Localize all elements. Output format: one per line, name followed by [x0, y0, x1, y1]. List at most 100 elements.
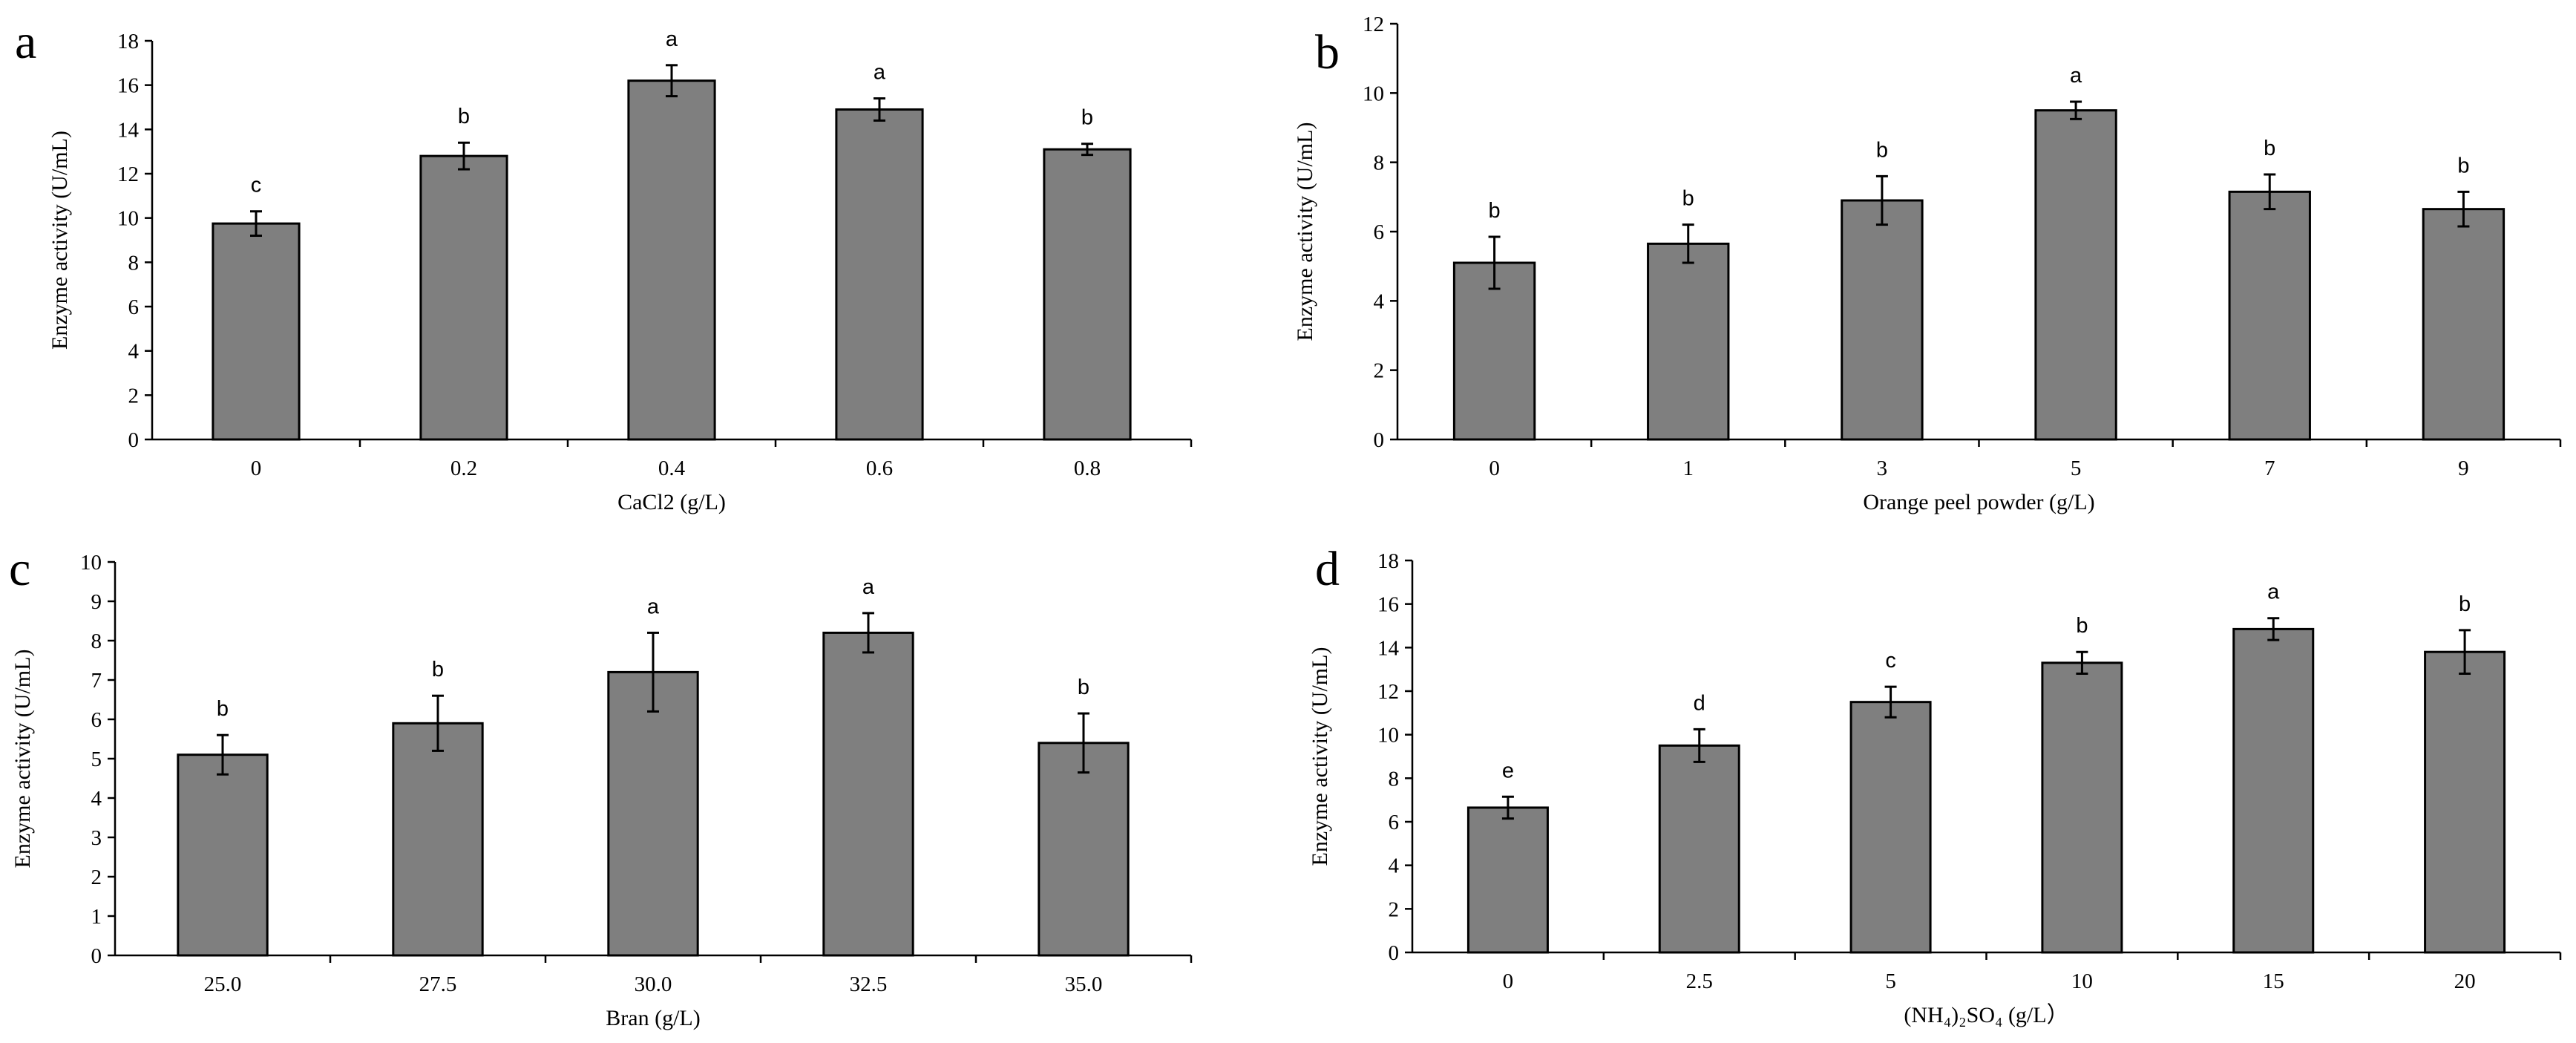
significance-letter: b [432, 658, 444, 681]
bar-c-1 [392, 722, 484, 957]
panel-d: d 0 2 4 6 8 10 12 14 16 18 e 0 d 2.5 c 5 b 10 a 15 b 20 (NH₄)₂S… [1308, 542, 2562, 1027]
bar-a-3 [835, 108, 924, 441]
significance-letter: b [1876, 138, 1888, 162]
bar-c-2 [607, 670, 699, 957]
y-tick-label: 8 [128, 251, 140, 275]
y-tick-label: 18 [117, 30, 139, 53]
significance-letter: b [2457, 154, 2469, 177]
y-tick-label: 10 [117, 207, 139, 231]
panel-letter: c [9, 542, 30, 596]
significance-letter: b [458, 105, 470, 128]
significance-letter: c [1885, 649, 1896, 673]
x-tick-label: 0 [1503, 970, 1514, 993]
y-tick-label: 12 [1363, 13, 1384, 36]
bar-d-4 [2232, 627, 2315, 954]
bar-b-1 [1647, 242, 1730, 441]
x-tick-label: 0.2 [450, 457, 477, 480]
significance-letter: a [666, 27, 678, 51]
x-tick-label: 35.0 [1065, 972, 1103, 996]
y-tick-label: 6 [91, 708, 102, 732]
x-tick-label: 5 [1885, 970, 1896, 993]
y-tick-label: 8 [1389, 767, 1400, 791]
x-tick-label: 15 [2263, 970, 2284, 993]
bar-b-3 [2034, 109, 2117, 441]
y-tick-label: 12 [1377, 680, 1399, 704]
x-tick-label: 0 [251, 457, 262, 480]
significance-letter: d [1694, 691, 1705, 715]
y-tick-label: 14 [1377, 636, 1400, 660]
bar-a-4 [1043, 148, 1132, 441]
x-tick-label: 27.5 [419, 972, 457, 996]
y-tick-label: 10 [1377, 724, 1399, 748]
x-tick-label: 9 [2458, 457, 2469, 480]
significance-letter: a [647, 595, 660, 618]
panel-letter: d [1315, 542, 1340, 596]
y-tick-label: 14 [117, 118, 140, 142]
x-tick-label: 0.6 [866, 457, 893, 480]
bar-d-1 [1658, 744, 1740, 954]
y-tick-label: 3 [91, 826, 102, 850]
y-tick-label: 1 [91, 905, 102, 929]
panel-b: b 0 2 4 6 8 10 12 b 0 b 1 b 3 a 5 b 7 b 9 Orange peel powder… [1293, 13, 2562, 514]
y-tick-label: 0 [1389, 941, 1400, 965]
x-tick-label: 7 [2264, 457, 2275, 480]
x-tick-label: 2.5 [1686, 970, 1713, 993]
y-tick-label: 10 [80, 551, 102, 575]
bar-c-3 [822, 631, 914, 957]
panel-letter: b [1315, 25, 1340, 79]
y-tick-label: 7 [91, 669, 102, 693]
significance-letter: b [1081, 106, 1093, 130]
y-tick-label: 0 [128, 428, 140, 452]
y-tick-label: 16 [117, 74, 139, 98]
y-tick-label: 2 [1389, 897, 1400, 921]
y-axis-title: Enzyme activity (U/mL) [1293, 122, 1317, 341]
significance-letter: b [217, 697, 229, 721]
y-tick-label: 6 [1389, 811, 1400, 834]
bar-a-1 [419, 154, 508, 441]
bar-d-0 [1466, 806, 1549, 954]
significance-letter: a [2070, 64, 2082, 88]
x-tick-label: 0 [1489, 457, 1500, 480]
y-tick-label: 0 [1374, 428, 1385, 452]
x-axis-title: Orange peel powder (g/L) [1863, 490, 2094, 514]
x-tick-label: 30.0 [635, 972, 672, 996]
y-tick-label: 12 [117, 163, 139, 186]
y-axis-title: Enzyme activity (U/mL) [1308, 647, 1332, 866]
y-tick-label: 2 [1374, 359, 1385, 383]
y-axis-title: Enzyme activity (U/mL) [47, 131, 72, 350]
bar-d-2 [1849, 701, 1932, 954]
significance-letter: b [2076, 614, 2088, 638]
bar-a-2 [627, 79, 716, 441]
x-tick-label: 10 [2071, 970, 2093, 993]
significance-letter: a [2267, 581, 2280, 604]
x-axis-title: (NH₄)₂SO₄ (g/L） [1904, 1003, 2068, 1027]
y-tick-label: 6 [1374, 220, 1385, 244]
significance-letter: b [1078, 676, 1089, 699]
bar-b-4 [2228, 190, 2311, 441]
y-tick-label: 4 [1374, 290, 1385, 313]
x-tick-label: 3 [1877, 457, 1888, 480]
bar-a-0 [212, 222, 301, 441]
y-tick-label: 5 [91, 748, 102, 771]
x-tick-label: 25.0 [204, 972, 242, 996]
y-tick-label: 4 [128, 340, 140, 364]
y-tick-label: 10 [1363, 82, 1384, 105]
significance-letter: e [1502, 759, 1514, 782]
bar-b-2 [1841, 199, 1924, 441]
y-tick-label: 8 [91, 630, 102, 653]
y-tick-label: 9 [91, 590, 102, 614]
x-tick-label: 32.5 [850, 972, 888, 996]
y-tick-label: 16 [1377, 593, 1399, 617]
y-tick-label: 2 [91, 866, 102, 889]
x-axis-title: CaCl2 (g/L) [617, 490, 726, 514]
bar-d-5 [2424, 650, 2506, 954]
x-tick-label: 1 [1683, 457, 1694, 480]
significance-letter: b [1489, 199, 1501, 223]
panel-a: a 0 2 4 6 8 10 12 14 16 18 c 0 b 0.2 a 0.4 a 0.6 b 0.8 CaCl2 … [15, 15, 1193, 514]
x-tick-label: 0.8 [1074, 457, 1101, 480]
significance-letter: b [2264, 137, 2275, 160]
y-tick-label: 8 [1374, 151, 1385, 175]
y-tick-label: 18 [1377, 549, 1399, 573]
panel-c: c 0 1 2 3 4 5 6 7 8 9 10 b 25.0 b 27.5 a 30.0 a 32.5 b 35.0 Br… [9, 542, 1193, 1030]
